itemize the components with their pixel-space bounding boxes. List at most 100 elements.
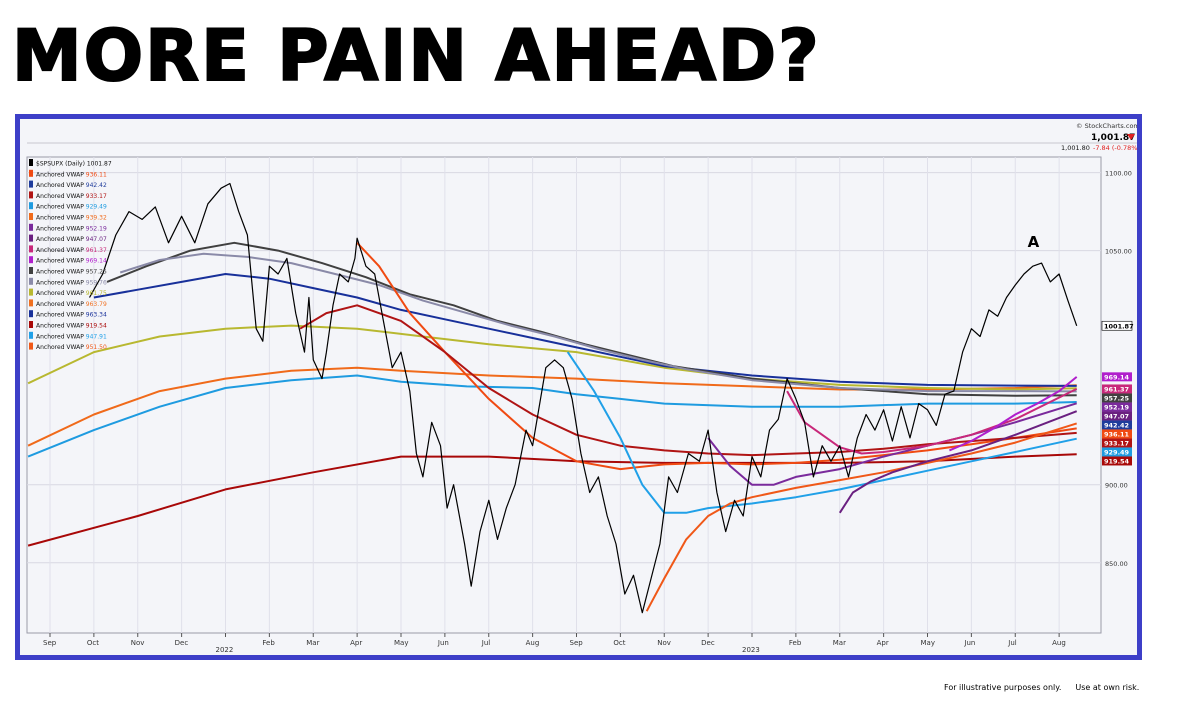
legend-label: Anchored VWAP 947.91 bbox=[36, 333, 107, 340]
legend-swatch bbox=[29, 245, 33, 253]
value-tag-label: 936.11 bbox=[1104, 430, 1130, 438]
value-tag bbox=[1102, 411, 1132, 421]
value-tag bbox=[1102, 393, 1132, 403]
x-tick-label: Nov bbox=[131, 639, 145, 647]
headline: MORE PAIN AHEAD? bbox=[11, 14, 821, 98]
legend-label: Anchored VWAP 959.76 bbox=[36, 279, 107, 286]
value-tag bbox=[1102, 384, 1132, 394]
vwap-line-4 bbox=[27, 324, 1077, 391]
vwap-line-15 bbox=[949, 376, 1078, 452]
chart-canvas: 1100.00 1050.00 900.00 850.00 Sep Oct Nov Dec Fe… bbox=[26, 122, 1137, 654]
x-tick-label: Mar bbox=[833, 639, 846, 647]
value-tag-label: 919.54 bbox=[1104, 457, 1130, 465]
value-tag-label: 957.25 bbox=[1104, 394, 1130, 402]
x-tick-label: Jun bbox=[963, 639, 975, 647]
x-tick-label: Feb bbox=[789, 639, 802, 647]
annotation-a: A bbox=[1028, 233, 1040, 251]
year-label: 2022 bbox=[216, 646, 234, 654]
x-tick-label: Sep bbox=[43, 639, 57, 647]
y-tick-label: 1100.00 bbox=[1105, 170, 1132, 178]
vwap-line-9 bbox=[299, 304, 1077, 457]
legend-label: Anchored VWAP 929.49 bbox=[36, 204, 107, 211]
header-last: 1,001.80 bbox=[1061, 144, 1090, 152]
value-tag bbox=[1102, 402, 1132, 412]
value-tag bbox=[1102, 372, 1132, 382]
x-tick-label: Mar bbox=[306, 639, 319, 647]
x-tick-label: May bbox=[921, 639, 935, 647]
x-tick-label: Apr bbox=[877, 639, 889, 647]
header-change: -7.84 (-0.78%) bbox=[1093, 144, 1137, 152]
legend-label: Anchored VWAP 961.37 bbox=[36, 247, 107, 254]
legend-label: Anchored VWAP 939.32 bbox=[36, 215, 107, 222]
value-tag-label: 961.37 bbox=[1104, 385, 1129, 393]
legend-swatch bbox=[29, 213, 33, 220]
legend-swatch bbox=[29, 288, 33, 296]
vwap-line-13 bbox=[838, 410, 1078, 514]
legend-label: Anchored VWAP 963.34 bbox=[36, 312, 107, 319]
x-tick-label: Jun bbox=[437, 639, 449, 647]
vwap-line-11 bbox=[645, 422, 1077, 612]
value-tag bbox=[1102, 456, 1132, 466]
value-tag-label: 969.14 bbox=[1104, 373, 1130, 381]
value-tag bbox=[1102, 420, 1132, 430]
x-tick-label: Oct bbox=[613, 639, 625, 647]
value-tag-label: 947.07 bbox=[1104, 412, 1129, 420]
legend-label: Anchored VWAP 947.07 bbox=[36, 236, 107, 243]
value-tag-label: 1001.87 bbox=[1104, 322, 1134, 330]
x-tick-label: Aug bbox=[1052, 639, 1066, 647]
plot-area bbox=[26, 156, 1102, 634]
legend-swatch bbox=[29, 321, 33, 328]
legend-swatch bbox=[29, 310, 33, 318]
legend-label: Anchored VWAP 936.11 bbox=[36, 171, 107, 178]
disclaimer-risk: Use at own risk. bbox=[1075, 683, 1140, 692]
legend-swatch bbox=[29, 169, 33, 177]
value-tag bbox=[1102, 429, 1132, 439]
x-tick-label: Jul bbox=[1007, 639, 1017, 647]
legend-swatch bbox=[29, 299, 33, 307]
legend-label: Anchored VWAP 969.14 bbox=[36, 258, 107, 265]
disclaimer-illustrative: For illustrative purposes only. bbox=[944, 683, 1062, 692]
chart-frame: 1100.00 1050.00 900.00 850.00 Sep Oct Nov Dec Fe… bbox=[15, 114, 1142, 660]
x-tick-label: Feb bbox=[262, 639, 275, 647]
legend-label: Anchored VWAP 961.75 bbox=[36, 290, 107, 297]
x-tick-label: Apr bbox=[350, 639, 362, 647]
legend-label: Anchored VWAP 933.17 bbox=[36, 193, 107, 200]
value-tag-label: 933.17 bbox=[1104, 439, 1129, 447]
legend-swatch bbox=[29, 191, 33, 199]
legend-label: Anchored VWAP 942.42 bbox=[36, 182, 107, 189]
legend-label: Anchored VWAP 919.54 bbox=[36, 323, 107, 330]
price-line bbox=[88, 182, 1078, 614]
x-tick-label: Sep bbox=[570, 639, 584, 647]
vwap-line-10 bbox=[566, 351, 1077, 514]
legend-swatch bbox=[29, 202, 33, 210]
year-label: 2023 bbox=[742, 646, 760, 654]
legend-swatch bbox=[29, 277, 33, 285]
disclaimer: For illustrative purposes only. Use at ow… bbox=[944, 683, 1153, 692]
y-tick-label: 900.00 bbox=[1105, 482, 1128, 490]
legend-label: Anchored VWAP 952.19 bbox=[36, 225, 107, 232]
y-tick-label: 850.00 bbox=[1105, 560, 1128, 568]
legend-label: Anchored VWAP 957.25 bbox=[36, 269, 107, 276]
legend-swatch bbox=[29, 331, 33, 339]
legend-swatch bbox=[29, 342, 33, 350]
legend-swatch bbox=[29, 234, 33, 242]
vwap-line-5 bbox=[93, 273, 1077, 387]
value-tag bbox=[1102, 447, 1132, 457]
header-price: 1,001.87 bbox=[1091, 133, 1135, 143]
vwap-line-7 bbox=[119, 252, 1077, 393]
legend-label: Anchored VWAP 963.79 bbox=[36, 301, 107, 308]
legend-swatch bbox=[29, 159, 33, 166]
legend-swatch bbox=[29, 267, 33, 274]
value-tag-label: 952.19 bbox=[1104, 403, 1130, 411]
brand-label: © StockCharts.com bbox=[1076, 122, 1137, 130]
x-tick-label: Nov bbox=[657, 639, 671, 647]
legend-label: $SPSUPX (Daily) 1001.87 bbox=[36, 161, 112, 168]
value-tag bbox=[1102, 438, 1132, 448]
legend-swatch bbox=[29, 223, 33, 231]
legend: $SPSUPX (Daily) 1001.87 Anchored VWAP 936… bbox=[29, 159, 112, 351]
legend-swatch bbox=[29, 256, 33, 264]
down-arrow-icon bbox=[1127, 134, 1135, 140]
vwap-line-2 bbox=[27, 374, 1077, 458]
x-tick-label: Aug bbox=[526, 639, 540, 647]
vwap-line-8 bbox=[356, 242, 1077, 471]
